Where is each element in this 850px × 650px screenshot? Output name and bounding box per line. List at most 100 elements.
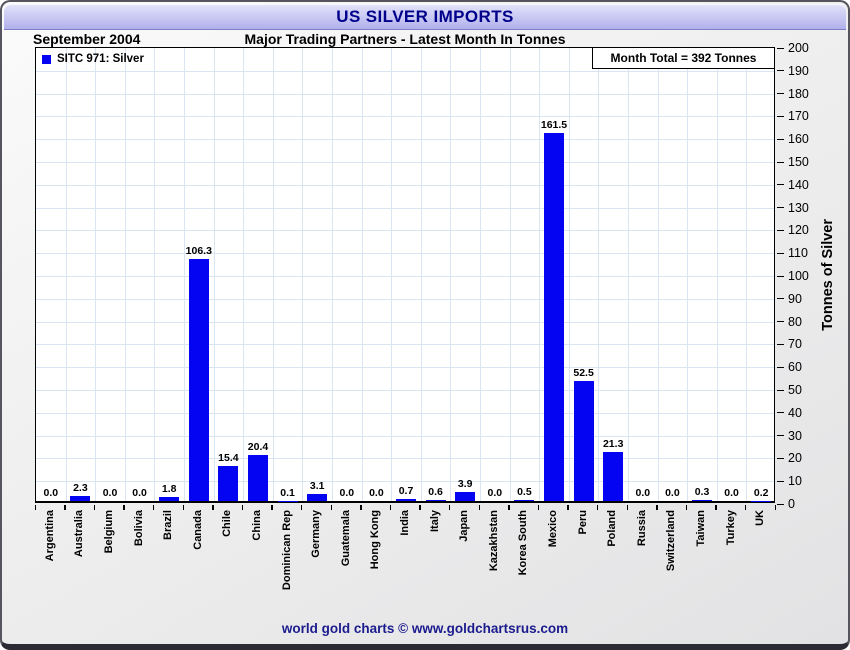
bar <box>514 499 535 501</box>
x-tick <box>93 505 96 510</box>
gridline-vertical <box>539 48 541 501</box>
y-tick <box>777 298 784 300</box>
gridline-vertical <box>687 48 689 501</box>
x-tick <box>448 505 451 510</box>
x-category-label: Korea South <box>517 510 530 576</box>
y-tick-label: 140 <box>788 177 809 192</box>
x-tick <box>478 505 480 510</box>
y-tick-label: 190 <box>788 63 809 78</box>
x-category-label: Russia <box>635 510 648 547</box>
y-tick-label: 150 <box>788 155 809 169</box>
gridline-vertical <box>272 48 274 501</box>
gridline-horizontal <box>36 367 774 369</box>
gridline-vertical <box>657 48 659 501</box>
bar-value-label: 0.0 <box>724 487 739 499</box>
bar <box>248 454 268 501</box>
gridline-horizontal <box>36 162 774 163</box>
y-tick-label: 200 <box>788 41 809 55</box>
bar <box>573 381 594 501</box>
gridline-horizontal <box>36 184 774 186</box>
y-tick-label: 60 <box>788 360 802 375</box>
bar-value-label: 3.1 <box>309 479 325 492</box>
bar <box>218 465 239 501</box>
y-tick <box>777 229 784 231</box>
x-category-label: Switzerland <box>665 510 678 572</box>
x-axis: Argentina Australia Belgium Bolivia Brazil Ca… <box>34 505 776 617</box>
bar-value-label: 0.0 <box>43 487 59 499</box>
gridline-horizontal <box>36 139 774 141</box>
gridline-vertical <box>716 48 718 501</box>
y-tick <box>777 207 784 209</box>
bar <box>159 496 180 501</box>
gridline-horizontal <box>36 481 774 483</box>
x-tick <box>715 505 717 510</box>
bar-value-label: 2.3 <box>73 481 88 494</box>
x-category-label: Hong Kong <box>369 510 382 570</box>
gridline-horizontal <box>36 70 774 72</box>
gridline-vertical <box>154 48 156 501</box>
bar <box>188 258 209 501</box>
bar-value-label: 0.5 <box>517 485 532 498</box>
gridline-vertical <box>628 48 629 501</box>
y-tick-label: 180 <box>788 86 809 101</box>
x-category-label: Italy <box>428 510 441 533</box>
y-tick <box>777 70 784 72</box>
gridline-vertical <box>184 48 185 501</box>
x-category-label: Poland <box>606 510 619 547</box>
y-tick-label: 0 <box>788 497 795 511</box>
y-tick-label: 170 <box>788 109 809 124</box>
y-tick <box>777 435 784 437</box>
y-tick-label: 40 <box>788 405 802 420</box>
gridline-vertical <box>243 48 245 501</box>
y-tick <box>777 321 784 323</box>
y-tick <box>777 115 784 117</box>
plot-area: SITC 971: Silver Month Total = 392 Tonne… <box>35 47 775 503</box>
y-axis-title-wrap: Tonnes of Silver <box>818 47 838 503</box>
bar-value-label: 0.3 <box>694 486 710 499</box>
bar-value-label: 1.8 <box>161 482 177 495</box>
gridline-vertical <box>420 48 422 501</box>
gridline-horizontal <box>36 298 774 300</box>
x-category-label: Taiwan <box>695 510 707 547</box>
gridline-vertical <box>95 48 97 501</box>
y-tick <box>777 480 784 482</box>
legend-swatch-icon <box>42 54 51 64</box>
y-tick-label: 50 <box>788 383 802 397</box>
gridline-horizontal <box>36 116 774 118</box>
gridline-vertical <box>509 48 511 501</box>
x-tick <box>212 505 214 510</box>
gridline-vertical <box>302 48 304 501</box>
y-tick-label: 120 <box>788 223 809 238</box>
bar-value-label: 161.5 <box>540 118 568 131</box>
x-category-label: Guatemala <box>339 510 352 567</box>
gridline-vertical <box>361 48 363 501</box>
y-tick-label: 130 <box>788 200 809 215</box>
y-tick-label: 20 <box>788 451 802 466</box>
y-tick <box>777 366 784 368</box>
x-category-label: Germany <box>310 510 323 558</box>
gridline-vertical <box>480 48 481 501</box>
bar-value-label: 0.0 <box>369 487 384 499</box>
y-tick-label: 70 <box>788 337 802 352</box>
gridline-vertical <box>450 48 452 501</box>
gridline-vertical <box>65 48 67 501</box>
x-category-label: Japan <box>458 510 471 542</box>
x-tick <box>508 505 510 510</box>
bar <box>692 500 712 501</box>
y-axis-title: Tonnes of Silver <box>820 219 836 331</box>
x-category-label: Dominican Rep <box>280 510 293 591</box>
title-bar: US SILVER IMPORTS <box>4 4 846 30</box>
x-tick <box>123 505 125 510</box>
gridline-vertical <box>568 48 570 501</box>
x-tick <box>300 505 303 510</box>
x-category-label: Peru <box>576 510 589 535</box>
bar-value-label: 0.7 <box>398 485 414 498</box>
x-category-label: Canada <box>191 510 204 550</box>
x-tick <box>596 505 599 510</box>
x-category-label: Turkey <box>724 510 737 546</box>
y-tick <box>777 457 784 459</box>
legend: SITC 971: Silver <box>42 53 144 65</box>
y-axis: 0 10 20 30 40 50 60 70 80 90 100 110 120 130 140 150 160… <box>777 41 847 511</box>
y-tick <box>777 389 784 391</box>
